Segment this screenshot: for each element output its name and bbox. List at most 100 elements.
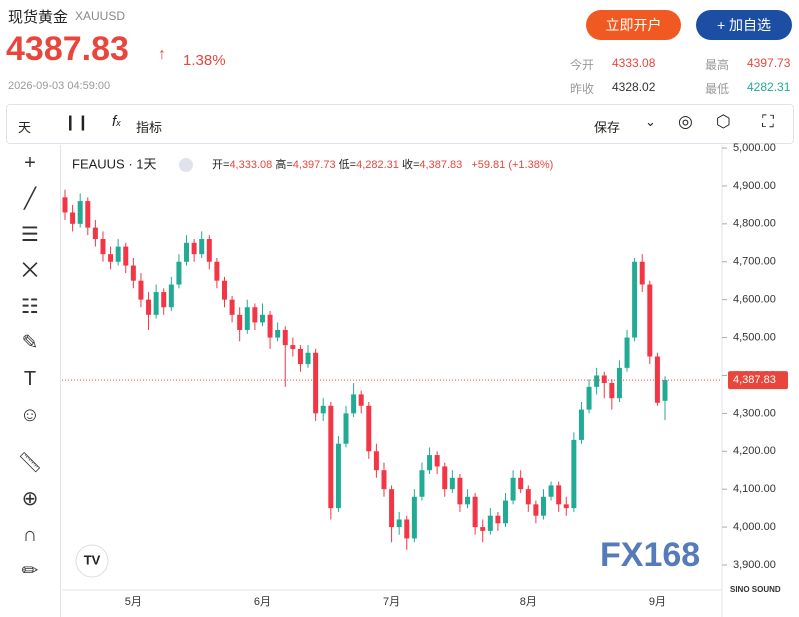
title: 现货黄金 [8,9,69,26]
body [616,367,622,399]
icon[interactable]: ⬡ [716,112,731,131]
tv-logo[interactable] [75,544,109,578]
body [427,455,433,471]
body [419,470,425,497]
y-tick-label: 4,800.00 [733,218,776,230]
body [518,477,524,490]
arrow: ↑ [158,46,166,63]
body [100,239,106,255]
change: 1.38% [183,52,226,69]
body [176,261,182,285]
brand: SINO SOUND [730,585,781,594]
legend-close: 4,387.83 [419,159,462,171]
body [472,496,478,528]
watermark: FX168 [600,536,700,574]
body [556,485,562,505]
y-tick-label: 4,700.00 [733,256,776,268]
body [465,496,471,505]
body [328,405,334,509]
body [297,348,303,365]
body [259,314,265,323]
y-tick-label: 4,600.00 [733,294,776,306]
body [62,197,68,213]
toolbar [6,104,794,144]
body [548,485,554,497]
body [396,519,402,528]
candle-icon[interactable]: ❙❙ [64,114,90,131]
body [594,375,600,387]
add-watch[interactable]: + 加自选 [696,10,792,40]
fx-icon[interactable]: fx [112,113,121,130]
body [161,292,167,308]
body [275,329,281,338]
interval[interactable]: 天 [18,120,32,135]
body [146,299,152,315]
tool[interactable]: ☺ [19,404,41,426]
body [123,246,129,266]
stat-label: 最低 [705,82,730,96]
body [639,261,645,285]
icon[interactable]: ◎ [678,112,693,131]
legend-toggle[interactable] [179,158,193,172]
tool[interactable]: 📏︎ [17,452,43,474]
body [138,280,144,300]
body [351,394,357,414]
x-tick-label: 8月 [520,596,537,608]
tv-logo-text: TV [84,552,101,567]
body [252,307,258,323]
body [184,242,190,262]
body [381,470,387,490]
body [480,527,486,531]
body [313,352,319,414]
body [282,329,288,346]
legend-high: 4,397.73 [293,159,336,171]
tool[interactable]: ⊕ [21,488,39,510]
body [533,504,539,516]
body [320,405,326,414]
stat-value: 4328.02 [612,80,656,94]
tool[interactable]: ☰ [21,224,39,246]
tool[interactable]: T [23,368,37,390]
tool[interactable]: ╱ [23,188,37,210]
x-tick-label: 9月 [649,596,666,608]
space [462,159,465,171]
y-tick-label: 4,900.00 [733,180,776,192]
icon[interactable]: ⛶ [762,112,774,131]
legend-change: +59.81 (+1.38%) [471,159,553,171]
stat-value: 4282.31 [747,80,791,94]
body [632,261,638,338]
body [449,477,455,490]
body [373,451,379,471]
symbol: XAUUSD [75,9,126,23]
tool[interactable]: ⨉ [22,260,38,282]
body [70,212,76,224]
body [525,489,531,505]
body [487,515,493,531]
legend-name: FEAUUS · 1天 [72,156,157,171]
save[interactable]: 保存 [594,120,621,135]
body [404,519,410,539]
stat-label: 昨收 [570,82,595,96]
dropdown[interactable]: ⌄ [645,114,656,129]
body [305,352,311,365]
y-tick-label: 4,300.00 [733,407,776,419]
legend-open: 4,333.08 [229,159,272,171]
tool[interactable]: ✏ [21,560,39,582]
tool[interactable]: ☷ [21,296,39,318]
body [191,242,197,255]
tool[interactable]: + [24,152,36,174]
legend-close_label: 收= [402,157,419,171]
x-tick-label: 5月 [125,596,142,608]
indicators[interactable]: 指标 [136,120,163,135]
body [624,337,630,368]
body [199,239,205,255]
open-account[interactable]: 立即开户 [586,10,681,40]
y-tick-label: 5,000.00 [733,142,776,154]
legend-low_label: 低= [339,158,356,171]
body [457,477,463,505]
tool[interactable]: ✎ [21,332,39,354]
body [130,265,136,281]
tool[interactable]: ∩ [22,524,38,546]
body [563,504,569,509]
